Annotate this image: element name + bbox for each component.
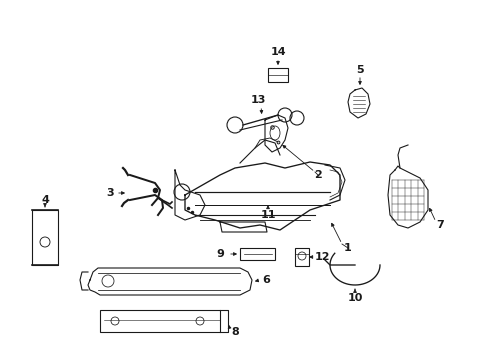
Text: 7: 7 [435, 220, 443, 230]
Bar [32, 210, 58, 265]
Text: 1: 1 [344, 243, 351, 253]
Text: 4: 4 [41, 195, 49, 205]
Text: 5: 5 [355, 65, 363, 75]
Bar [267, 68, 287, 82]
Bar [294, 248, 308, 266]
Bar [240, 248, 274, 260]
Text: 6: 6 [262, 275, 269, 285]
Text: 14: 14 [270, 47, 285, 57]
Text: 12: 12 [314, 252, 329, 262]
Text: 13: 13 [250, 95, 265, 105]
Text: 2: 2 [313, 170, 321, 180]
Text: 11: 11 [260, 210, 275, 220]
Bar [100, 310, 220, 332]
Text: 8: 8 [231, 327, 238, 337]
Text: 3: 3 [106, 188, 114, 198]
Text: 10: 10 [346, 293, 362, 303]
Text: 9: 9 [216, 249, 224, 259]
